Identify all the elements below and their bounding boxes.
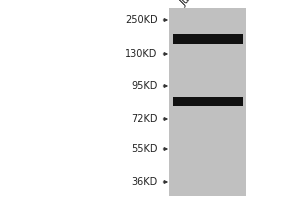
Text: 130KD: 130KD bbox=[125, 49, 158, 59]
Bar bbox=[172, 34, 243, 44]
Text: 95KD: 95KD bbox=[131, 81, 158, 91]
Text: 250KD: 250KD bbox=[125, 15, 158, 25]
Text: 36KD: 36KD bbox=[131, 177, 158, 187]
Bar bbox=[172, 97, 243, 106]
Text: 55KD: 55KD bbox=[131, 144, 158, 154]
Text: 72KD: 72KD bbox=[131, 114, 158, 124]
Text: Jurkat: Jurkat bbox=[179, 0, 208, 8]
Bar bbox=[169, 8, 246, 196]
